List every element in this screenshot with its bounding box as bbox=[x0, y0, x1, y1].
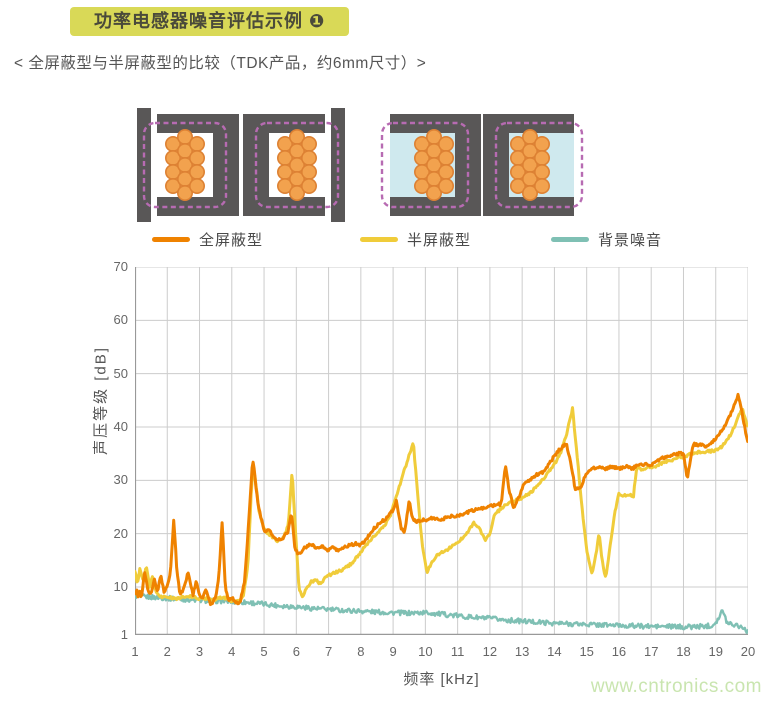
watermark: www.cntronics.com bbox=[590, 676, 762, 697]
y-axis-title: 声压等级 [dB] bbox=[92, 346, 110, 455]
series-line-2 bbox=[135, 392, 748, 607]
x-tick-label: 3 bbox=[195, 644, 204, 659]
full-shield-inductor-diagram bbox=[137, 108, 345, 222]
coil-icon bbox=[277, 128, 318, 202]
subtitle: < 全屏蔽型与半屏蔽型的比较（TDK产品，约6mm尺寸）> bbox=[14, 55, 427, 72]
legend-item-semi-shield: 半屏蔽型 bbox=[360, 231, 472, 249]
x-tick-label: 4 bbox=[228, 644, 236, 659]
x-tick-label: 16 bbox=[611, 644, 627, 659]
full-shield-core bbox=[137, 108, 345, 222]
x-tick-label: 15 bbox=[579, 644, 594, 659]
x-tick-label: 10 bbox=[418, 644, 433, 659]
x-tick-label: 18 bbox=[676, 644, 691, 659]
series-line-1 bbox=[135, 406, 748, 604]
x-tick-label: 19 bbox=[708, 644, 723, 659]
legend-line-swatch bbox=[360, 236, 398, 242]
shield-outline-icon bbox=[254, 121, 340, 209]
x-tick-label: 5 bbox=[260, 644, 268, 659]
x-tick-label: 1 bbox=[131, 644, 139, 659]
legend-line-swatch bbox=[152, 236, 190, 242]
y-tick-label: 20 bbox=[113, 525, 128, 541]
y-tick-label: 30 bbox=[113, 472, 128, 488]
coil-icon bbox=[413, 128, 454, 202]
x-tick-label: 2 bbox=[163, 644, 171, 659]
x-tick-label: 13 bbox=[514, 644, 530, 659]
coil-icon bbox=[510, 128, 551, 202]
y-tick-label: 60 bbox=[113, 312, 128, 328]
y-tick-label: 50 bbox=[113, 365, 128, 381]
page-title-badge: 功率电感器噪音评估示例 ❶ bbox=[70, 7, 350, 36]
shield-outline-icon bbox=[494, 121, 584, 209]
legend-line-swatch bbox=[551, 236, 589, 242]
axes bbox=[135, 267, 748, 635]
shield-outline-icon bbox=[142, 121, 228, 209]
y-tick-label: 10 bbox=[113, 579, 128, 594]
x-tick-label: 17 bbox=[643, 644, 659, 659]
legend-label: 全屏蔽型 bbox=[199, 231, 264, 249]
y-tick-label: 70 bbox=[113, 259, 128, 274]
x-tick-label: 6 bbox=[292, 644, 300, 659]
legend-item-background-noise: 背景噪音 bbox=[551, 231, 663, 249]
coil-icon bbox=[164, 128, 205, 202]
y-tick-label: 1 bbox=[120, 627, 128, 642]
legend-item-full-shield: 全屏蔽型 bbox=[152, 231, 264, 249]
x-tick-label: 20 bbox=[740, 644, 756, 659]
y-tick-label: 40 bbox=[113, 419, 128, 434]
x-axis-title: 频率 [kHz] bbox=[403, 671, 480, 688]
semi-shield-inductor-diagram bbox=[380, 114, 584, 216]
x-tick-label: 12 bbox=[482, 644, 498, 659]
x-tick-label: 14 bbox=[547, 644, 562, 659]
x-tick-label: 8 bbox=[357, 644, 365, 659]
legend-label: 半屏蔽型 bbox=[407, 231, 472, 249]
legend-label: 背景噪音 bbox=[598, 231, 663, 249]
shield-outline-icon bbox=[380, 121, 470, 209]
semi-shield-core bbox=[390, 114, 574, 216]
x-tick-label: 11 bbox=[450, 644, 465, 659]
x-tick-label: 9 bbox=[389, 644, 397, 659]
noise-level-chart bbox=[135, 267, 748, 635]
x-tick-label: 7 bbox=[324, 644, 333, 659]
gridlines bbox=[135, 267, 748, 635]
